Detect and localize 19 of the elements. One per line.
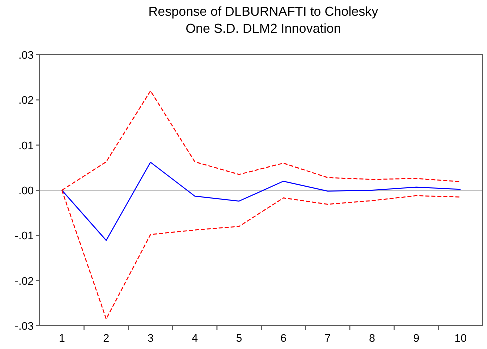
- x-tick-label: 4: [192, 333, 198, 345]
- x-tick-label: 10: [454, 333, 467, 345]
- y-tick-label: .01: [18, 140, 34, 152]
- x-tick-label: 1: [59, 333, 66, 345]
- x-tick-label: 6: [280, 333, 287, 345]
- x-tick-label: 8: [369, 333, 376, 345]
- x-tick-label: 2: [103, 333, 110, 345]
- y-tick-label: .02: [18, 95, 34, 108]
- line-series: [62, 162, 462, 242]
- chart-title: Response of DLBURNAFTI to Cholesky One S.D. DLM2 Innovation: [148, 4, 379, 36]
- y-tick-label: -.02: [15, 276, 34, 288]
- y-tick-label: -.01: [15, 230, 34, 243]
- x-tick-label: 5: [236, 333, 242, 345]
- x-tick-label: 9: [413, 333, 420, 345]
- y-tick-label: .00: [18, 186, 34, 198]
- y-tick-label: -.03: [15, 321, 34, 333]
- x-tick-label: 3: [148, 333, 154, 345]
- y-tick-label: .03: [18, 50, 34, 62]
- x-tick-label: 7: [324, 333, 332, 345]
